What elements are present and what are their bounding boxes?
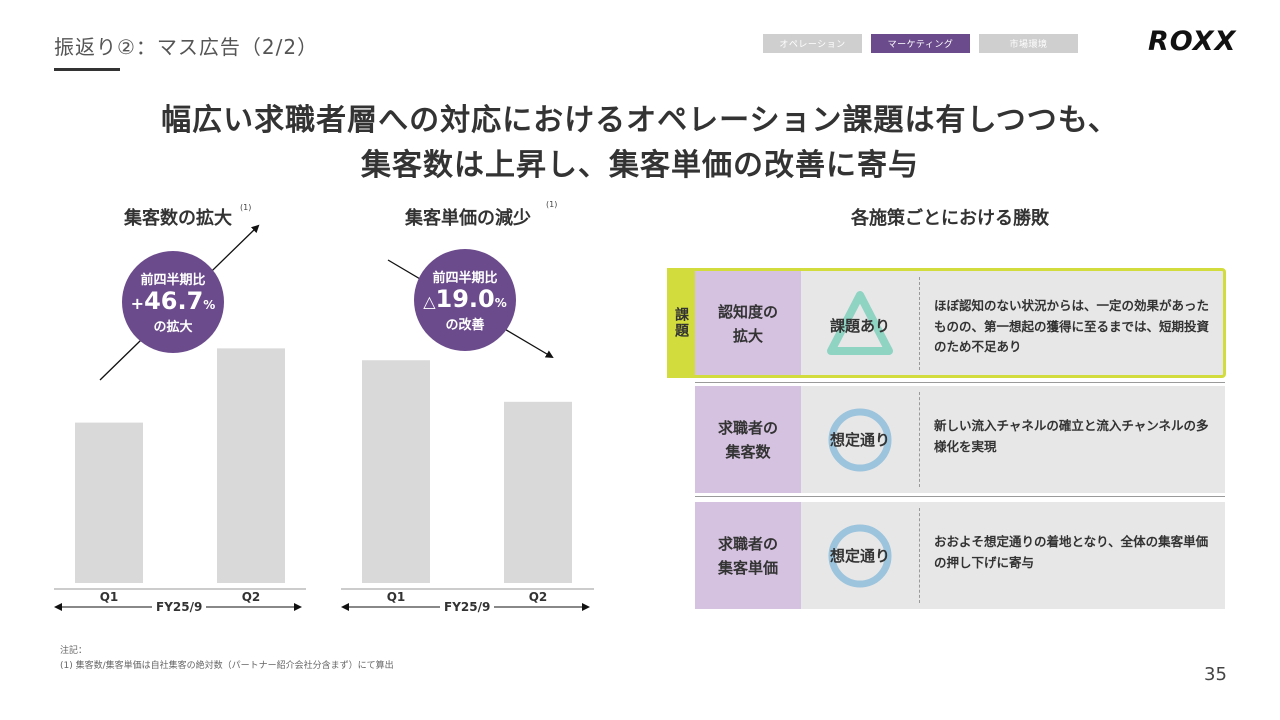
notes-text: (1) 集客数/集客単価は自社集客の絶対数（パートナー紹介会社分含まず）にて算出 [60, 661, 394, 671]
triangle-icon [827, 291, 893, 355]
circle-icon [828, 524, 892, 588]
headline-line-1: 幅広い求職者層への対応におけるオペレーション課題は有しつつも、 [161, 103, 1119, 138]
callout-label: 前四半期比 [432, 271, 498, 287]
footnote-mark: (1) [546, 200, 558, 209]
callout-value: △19.0% [423, 285, 507, 314]
headline-line-2: 集客数は上昇し、集客単価の改善に寄与 [361, 148, 919, 183]
evaluation-title: 各施策ごとにおける勝敗 [851, 208, 1049, 229]
status-text: 課題あり [829, 317, 890, 335]
page-number: 35 [1204, 664, 1227, 685]
nav-tab-operation[interactable]: オペレーション [763, 34, 862, 53]
chart-title-customer-count: 集客数の拡大 [124, 208, 232, 229]
row-separator [695, 496, 1225, 497]
row-description: 新しい流入チャネルの確立と流入チャンネルの多様化を実現 [934, 418, 1209, 454]
row-description: ほぼ認知のない状況からは、一定の効果があったものの、第一想起の獲得に至るまでは、… [934, 298, 1210, 355]
status-cell: 想定通り [801, 502, 919, 609]
tick-label-q2: Q2 [528, 590, 548, 604]
growth-callout-bubble: 前四半期比 +46.7% の拡大 [122, 251, 224, 353]
bar-q2 [504, 401, 572, 583]
nav-tab-market-environment[interactable]: 市場環境 [979, 34, 1078, 53]
roxx-logo: ROXX [1148, 26, 1237, 57]
tick-label-q1: Q1 [99, 590, 119, 604]
row-separator [695, 382, 1225, 383]
bar-q1 [362, 360, 430, 583]
tick-label-q1: Q1 [386, 590, 406, 604]
bar-q1 [75, 422, 143, 583]
dashed-divider [919, 392, 920, 487]
issue-tag: 課題 [667, 268, 695, 378]
improvement-callout-bubble: 前四半期比 △19.0% の改善 [414, 249, 516, 351]
callout-suffix: の改善 [445, 317, 485, 333]
status-cell: 課題あり [801, 271, 919, 376]
row-label: 求職者の 集客数 [695, 386, 801, 493]
period-label: FY25/9 [440, 600, 495, 614]
tick-label-q2: Q2 [241, 590, 261, 604]
callout-label: 前四半期比 [140, 273, 206, 289]
status-cell: 想定通り [801, 386, 919, 493]
callout-value: +46.7% [130, 287, 216, 316]
footnote-mark: (1) [240, 203, 252, 212]
evaluation-row-awareness: 認知度の 拡大 課題あり ほぼ認知のない状況からは、一定の効果があったものの、第… [695, 271, 1225, 376]
callout-suffix: の拡大 [153, 319, 193, 335]
nav-tab-marketing[interactable]: マーケティング [871, 34, 970, 53]
chart-title-unit-cost: 集客単価の減少 [405, 208, 531, 229]
dashed-divider [919, 277, 920, 370]
page-title: 振返り②：マス広告（2/2） [54, 35, 319, 59]
row-label: 求職者の 集客単価 [695, 502, 801, 609]
row-description: おおよそ想定通りの着地となり、全体の集客単価の押し下げに寄与 [934, 534, 1209, 570]
evaluation-row-candidate-count: 求職者の 集客数 想定通り 新しい流入チャネルの確立と流入チャンネルの多様化を実… [695, 386, 1225, 493]
bar-q2 [217, 348, 285, 583]
issue-highlight-frame [667, 268, 1226, 378]
status-text: 想定通り [829, 431, 890, 449]
row-label: 認知度の 拡大 [695, 271, 801, 376]
dashed-divider [919, 508, 920, 603]
period-label: FY25/9 [152, 600, 207, 614]
circle-icon [828, 408, 892, 472]
status-text: 想定通り [829, 547, 890, 565]
evaluation-row-unit-cost: 求職者の 集客単価 想定通り おおよそ想定通りの着地となり、全体の集客単価の押し… [695, 502, 1225, 609]
notes-heading: 注記： [60, 646, 88, 656]
title-underline [54, 68, 120, 71]
bar-charts [54, 224, 594, 611]
